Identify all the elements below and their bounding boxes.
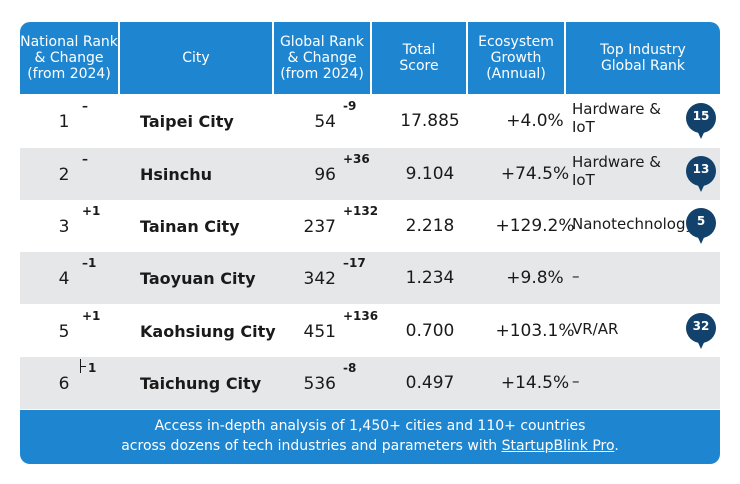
footer-line-2: across dozens of tech industries and par… [20,436,720,456]
global-rank-change: +36 [343,152,370,166]
industry-global-rank: 32 [692,319,710,333]
total-score: 0.497 [405,373,455,393]
total-score: 9.104 [405,164,455,184]
global-rank-change: -8 [343,361,357,375]
national-rank-change: – [82,152,88,166]
header-top-industry: Top Industry Global Rank [566,22,720,94]
top-industry: Nanotechnology [572,215,695,233]
national-rank: 5 [58,322,70,342]
footer-line-1: Access in-depth analysis of 1,450+ citie… [154,418,586,434]
national-rank-change: +1 [82,309,101,323]
ecosystem-growth: +9.8% [506,268,564,288]
city-name: Tainan City [140,217,240,236]
header-global-rank: Global Rank & Change (from 2024) [274,22,370,94]
top-industry: – [572,267,580,285]
global-rank: 342 [303,269,336,289]
ecosystem-growth: +4.0% [506,111,564,131]
total-score: 0.700 [405,321,455,341]
table-row: 4 –1 Taoyuan City 342 –17 1.234 +9.8% – [20,252,720,304]
ecosystem-growth: +14.5% [500,373,570,393]
city-name: Kaohsiung City [140,322,276,341]
global-rank-change: –17 [343,256,366,270]
rank-pin-icon: 15 [686,103,716,139]
global-rank: 54 [314,112,336,132]
table-row: 5 +1 Kaohsiung City 451 +136 0.700 +103.1% VR/A… [20,305,720,357]
industry-global-rank: 5 [696,214,706,228]
ecosystem-growth: +129.2% [495,216,575,236]
national-rank-change: 1 [88,361,97,375]
ecosystem-growth: +74.5% [500,164,570,184]
city-name: Taichung City [140,374,262,393]
global-rank-change: +132 [343,204,379,218]
industry-global-rank: 13 [692,162,710,176]
national-rank: 1 [58,112,70,132]
rank-pin-icon: 5 [686,208,716,244]
table-row: 1– Taipei City 54 -9 17.885 +4.0% Hardware & I… [20,95,720,147]
header-ecosystem-growth: Ecosystem Growth (Annual) [468,22,564,94]
rank-change-marker [80,359,87,373]
ecosystem-growth: +103.1% [495,321,575,341]
top-industry: Hardware & IoT [572,100,661,136]
table-row: 2– Hsinchu 96 +36 9.104 +74.5% Hardware & IoT 1… [20,148,720,200]
global-rank: 536 [303,374,336,394]
national-rank-change: –1 [82,256,97,270]
header-total-score: Total Score [372,22,466,94]
city-name: Taipei City [140,112,234,131]
national-rank: 4 [58,269,70,289]
header-city: City [120,22,272,94]
startupblink-pro-link[interactable]: StartupBlink Pro [501,438,615,454]
national-rank: 3 [58,217,70,237]
footer-period: . [614,438,619,454]
top-industry: Hardware & IoT [572,153,661,189]
national-rank-change: – [82,99,88,113]
top-industry: VR/AR [572,320,619,338]
table-row: 6 1 Taichung City 536 -8 0.497 +14.5% – [20,357,720,409]
total-score: 17.885 [400,111,460,131]
total-score: 2.218 [405,216,455,236]
national-rank-change: +1 [82,204,101,218]
national-rank: 6 [58,374,70,394]
global-rank-change: -9 [343,99,357,113]
header-national-rank: National Rank & Change (from 2024) [20,22,118,94]
footer-line-2-text: across dozens of tech industries and par… [121,438,502,454]
global-rank: 237 [303,217,336,237]
national-rank: 2 [58,165,70,185]
city-name: Taoyuan City [140,269,256,288]
rank-pin-icon: 13 [686,156,716,192]
total-score: 1.234 [405,268,455,288]
table-row: 3 +1 Tainan City 237 +132 2.218 +129.2% Nanotec… [20,200,720,252]
global-rank: 96 [314,165,336,185]
industry-global-rank: 15 [692,109,710,123]
global-rank-change: +136 [343,309,379,323]
rank-pin-icon: 32 [686,313,716,349]
footer-banner: Access in-depth analysis of 1,450+ citie… [20,410,720,464]
city-name: Hsinchu [140,165,213,184]
global-rank: 451 [303,322,336,342]
top-industry: – [572,372,580,390]
